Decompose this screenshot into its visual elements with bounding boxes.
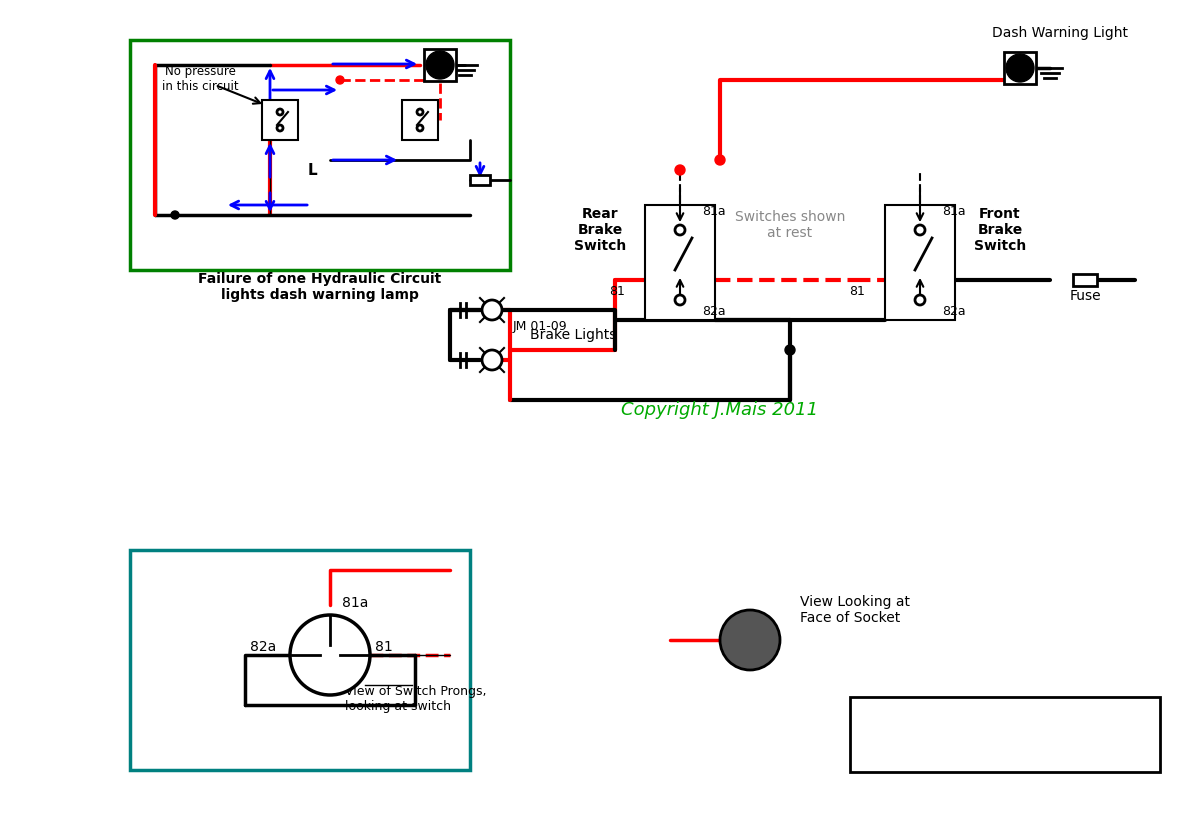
Circle shape	[715, 155, 725, 165]
Text: 82a: 82a	[702, 305, 726, 318]
Text: Fuse: Fuse	[1069, 289, 1100, 303]
Text: Switches shown
at rest: Switches shown at rest	[734, 210, 845, 240]
Circle shape	[418, 125, 424, 131]
Circle shape	[336, 76, 344, 84]
Circle shape	[277, 109, 283, 115]
Circle shape	[676, 165, 685, 175]
FancyBboxPatch shape	[1073, 274, 1097, 286]
Circle shape	[172, 211, 179, 219]
Circle shape	[916, 225, 925, 235]
FancyBboxPatch shape	[424, 49, 456, 81]
Circle shape	[482, 300, 502, 320]
Circle shape	[676, 295, 685, 305]
Text: Copyright J.Mais 2011: Copyright J.Mais 2011	[622, 401, 818, 419]
Text: View of Switch Prongs,
looking at switch: View of Switch Prongs, looking at switch	[346, 685, 486, 713]
FancyBboxPatch shape	[470, 175, 490, 185]
Text: 82a: 82a	[250, 640, 276, 654]
Text: 81: 81	[376, 640, 392, 654]
FancyBboxPatch shape	[886, 205, 955, 320]
Circle shape	[482, 350, 502, 370]
FancyBboxPatch shape	[262, 100, 298, 140]
Circle shape	[277, 125, 283, 131]
FancyBboxPatch shape	[130, 40, 510, 270]
Text: Brake Lights: Brake Lights	[530, 328, 617, 342]
Circle shape	[290, 615, 370, 695]
Circle shape	[785, 345, 796, 355]
Circle shape	[426, 51, 454, 79]
Circle shape	[720, 610, 780, 670]
FancyBboxPatch shape	[850, 697, 1160, 772]
Text: 82a: 82a	[942, 305, 966, 318]
Text: Rear
Brake
Switch: Rear Brake Switch	[574, 207, 626, 253]
Text: Dual Circuit Brake System
3-Prong Brake Switches: Dual Circuit Brake System 3-Prong Brake …	[883, 702, 1127, 742]
FancyBboxPatch shape	[1004, 52, 1036, 84]
Text: Dash Warning Light: Dash Warning Light	[992, 26, 1128, 40]
Circle shape	[676, 225, 685, 235]
Circle shape	[1006, 54, 1034, 82]
Text: No pressure
in this circuit: No pressure in this circuit	[162, 65, 239, 93]
Text: JM 01-09: JM 01-09	[512, 320, 568, 333]
Text: 81a: 81a	[942, 205, 966, 218]
FancyBboxPatch shape	[402, 100, 438, 140]
Text: Front
Brake
Switch: Front Brake Switch	[974, 207, 1026, 253]
Circle shape	[418, 109, 424, 115]
Text: 81: 81	[850, 285, 865, 298]
FancyBboxPatch shape	[130, 550, 470, 770]
Text: 81a: 81a	[702, 205, 726, 218]
Text: Failure of one Hydraulic Circuit
lights dash warning lamp: Failure of one Hydraulic Circuit lights …	[198, 272, 442, 302]
Text: View Looking at
Face of Socket: View Looking at Face of Socket	[800, 595, 910, 625]
Text: L: L	[307, 163, 317, 178]
Text: 81: 81	[610, 285, 625, 298]
FancyBboxPatch shape	[646, 205, 715, 320]
Circle shape	[916, 295, 925, 305]
Text: 81a: 81a	[342, 596, 368, 610]
